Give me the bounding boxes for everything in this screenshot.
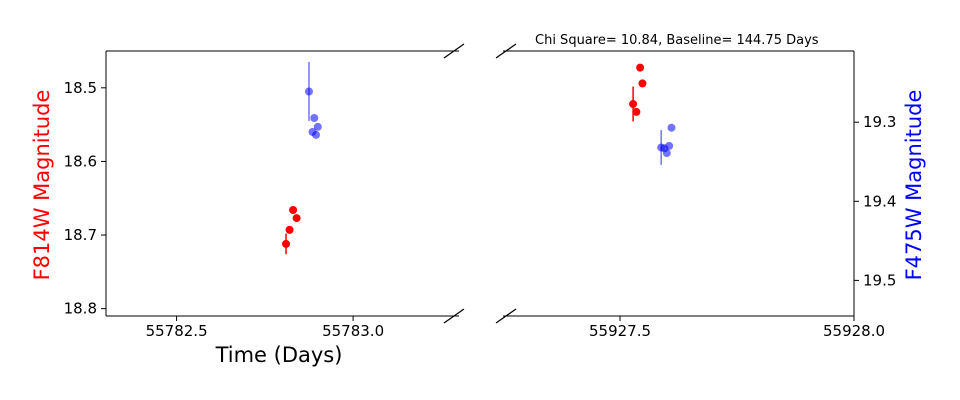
x-tick-label: 55928.0 [823,322,885,340]
f814w-point [638,79,647,88]
chart-title: Chi Square= 10.84, Baseline= 144.75 Days [535,33,819,48]
f814w-point [282,239,291,248]
f814w-point [629,100,638,108]
f475w-point [310,113,319,122]
f475w-point [665,141,674,150]
right-y-tick-label: 19.3 [863,113,896,131]
right-y-ticks: 19.3 19.4 19.5 [854,113,896,289]
left-panel: 55782.5 55783.0 18.5 18.6 18.7 18.8 [64,50,459,340]
right-y-axis-label: F475W Magnitude [902,90,926,281]
f475w-point [667,123,676,132]
break-mark-left-bottom [443,308,465,324]
x-tick-label: 55782.5 [146,322,208,340]
x-tick-label: 55927.5 [589,322,651,340]
f814w-point [285,225,294,234]
f814w-point [636,63,645,72]
left-y-axis-label: F814W Magnitude [30,90,54,281]
break-mark-right-bottom [495,308,517,324]
right-x-ticks: 55927.5 55928.0 [589,316,885,340]
left-y-tick-label: 18.7 [64,226,97,244]
break-mark-right-top [495,43,517,59]
left-y-tick-label: 18.6 [64,152,97,170]
f814w-point [292,214,301,223]
f814w-point [289,206,298,214]
f475w-point [662,149,671,158]
f475w-point [312,130,321,139]
f475w-point [313,122,322,131]
left-y-tick-label: 18.8 [64,300,97,318]
right-y-tick-label: 19.5 [863,271,896,289]
right-panel-marks [629,63,676,165]
left-x-ticks: 55782.5 55783.0 [146,316,384,340]
left-y-tick-label: 18.5 [64,79,97,97]
f475w-point [304,87,313,96]
axis-break-marks [443,43,517,324]
right-y-tick-label: 19.4 [863,192,896,210]
right-panel: 55927.5 55928.0 19.3 19.4 19.5 [503,50,896,340]
x-tick-label: 55783.0 [322,322,384,340]
x-axis-label: Time (Days) [215,343,343,367]
f814w-point [632,107,641,116]
left-y-ticks: 18.5 18.6 18.7 18.8 [64,79,106,318]
break-mark-left-top [443,43,465,59]
left-panel-marks [282,62,322,255]
